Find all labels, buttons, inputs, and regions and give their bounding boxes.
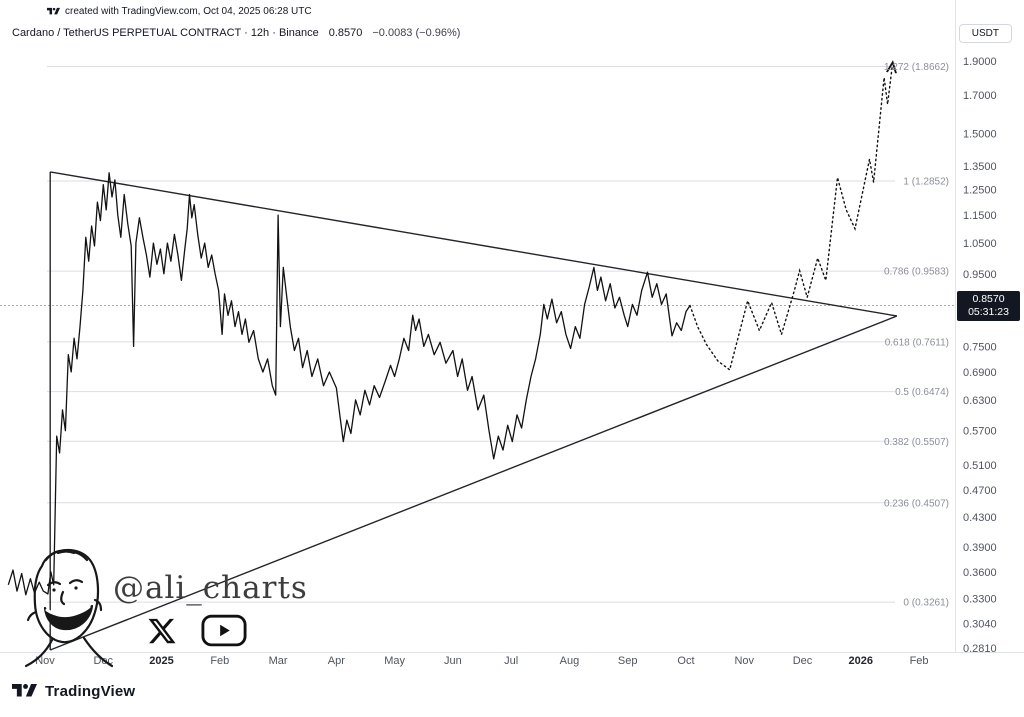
price-scale-tick[interactable]: 1.1500 bbox=[963, 210, 997, 222]
x-twitter-icon[interactable] bbox=[147, 616, 177, 646]
price-scale-tick[interactable]: 1.2500 bbox=[963, 185, 997, 197]
fib-level-label: 1 (1.2852) bbox=[903, 177, 949, 188]
triangle-upper-trendline[interactable] bbox=[50, 171, 898, 317]
youtube-icon[interactable] bbox=[201, 614, 247, 647]
time-scale-tick[interactable]: Mar bbox=[269, 655, 288, 667]
price-scale-tick[interactable]: 0.9500 bbox=[963, 269, 997, 281]
time-scale-tick[interactable]: 2025 bbox=[149, 655, 173, 667]
drawings-layer[interactable] bbox=[49, 171, 898, 651]
time-scale-tick[interactable]: Nov bbox=[35, 655, 55, 667]
last-price-text: 0.8570 bbox=[328, 27, 363, 39]
fib-level-label: 0.236 (0.4507) bbox=[884, 498, 949, 509]
time-scale-tick[interactable]: Aug bbox=[560, 655, 580, 667]
fib-level-label: 0.5 (0.6474) bbox=[895, 387, 949, 398]
symbol-header: Cardano / TetherUS PERPETUAL CONTRACT · … bbox=[12, 27, 460, 39]
price-scale-tick[interactable]: 0.3040 bbox=[963, 619, 997, 631]
symbol-title[interactable]: Cardano / TetherUS PERPETUAL CONTRACT · … bbox=[12, 27, 319, 39]
price-scale-tick[interactable]: 0.4700 bbox=[963, 485, 997, 497]
projection-forecast-line[interactable] bbox=[689, 67, 892, 371]
tradingview-wordmark[interactable]: TradingView bbox=[45, 682, 136, 700]
time-scale-tick[interactable]: Sep bbox=[618, 655, 638, 667]
price-scale-tick[interactable]: 0.2810 bbox=[963, 643, 997, 655]
watermark-face-sketch bbox=[24, 548, 114, 668]
gridlines-layer bbox=[0, 66, 955, 603]
time-scale-tick[interactable]: Apr bbox=[328, 655, 345, 667]
watermark-handle: @ali_charts bbox=[113, 570, 308, 606]
fib-level-label: 0 (0.3261) bbox=[903, 598, 949, 609]
last-price-badge: 0.8570 05:31:23 bbox=[957, 291, 1020, 321]
time-scale-tick[interactable]: Jun bbox=[444, 655, 462, 667]
fib-level-label: 0.382 (0.5507) bbox=[884, 437, 949, 448]
price-scale-tick[interactable]: 1.0500 bbox=[963, 238, 997, 250]
tradingview-logo-icon[interactable] bbox=[12, 681, 37, 701]
price-scale-tick[interactable]: 0.6300 bbox=[963, 395, 997, 407]
price-change-text: −0.0083 (−0.96%) bbox=[372, 27, 461, 39]
fib-level-label: 1.272 (1.8662) bbox=[884, 62, 949, 73]
fib-level-label: 0.786 (0.9583) bbox=[884, 267, 949, 278]
price-scale-tick[interactable]: 0.3600 bbox=[963, 567, 997, 579]
time-scale-tick[interactable]: 2026 bbox=[849, 655, 873, 667]
price-scale-tick[interactable]: 0.4300 bbox=[963, 512, 997, 524]
time-scale-tick[interactable]: Feb bbox=[210, 655, 229, 667]
created-note-row: created with TradingView.com, Oct 04, 20… bbox=[47, 6, 312, 17]
currency-usdt-button[interactable]: USDT bbox=[958, 24, 1012, 43]
fib-level-label: 0.618 (0.7611) bbox=[885, 337, 949, 348]
watermark-social-icons bbox=[147, 614, 247, 647]
price-scale-tick[interactable]: 0.5700 bbox=[963, 426, 997, 438]
time-scale-tick[interactable]: Feb bbox=[910, 655, 929, 667]
time-scale-tick[interactable]: Jul bbox=[504, 655, 518, 667]
badge-countdown: 05:31:23 bbox=[968, 306, 1009, 318]
time-scale-tick[interactable]: May bbox=[384, 655, 405, 667]
price-scale-tick[interactable]: 0.5100 bbox=[963, 460, 997, 472]
price-scale-tick[interactable]: 0.3900 bbox=[963, 542, 997, 554]
badge-price: 0.8570 bbox=[972, 293, 1005, 305]
price-scale-tick[interactable]: 0.3300 bbox=[963, 593, 997, 605]
time-scale-tick[interactable]: Nov bbox=[734, 655, 754, 667]
price-scale-tick[interactable]: 1.7000 bbox=[963, 90, 997, 102]
price-scale-tick[interactable]: 0.7500 bbox=[963, 341, 997, 353]
time-scale-tick[interactable]: Oct bbox=[677, 655, 694, 667]
time-scale-tick[interactable]: Dec bbox=[793, 655, 813, 667]
price-scale-tick[interactable]: 1.5000 bbox=[963, 129, 997, 141]
footer-brand[interactable]: TradingView bbox=[12, 681, 135, 701]
price-scale-tick[interactable]: 1.3500 bbox=[963, 161, 997, 173]
created-note: created with TradingView.com, Oct 04, 20… bbox=[65, 6, 312, 17]
price-scale-tick[interactable]: 1.9000 bbox=[963, 56, 997, 68]
triangle-lower-trendline[interactable] bbox=[49, 315, 898, 651]
series-layer[interactable] bbox=[7, 67, 892, 596]
price-series-line[interactable] bbox=[7, 172, 691, 596]
price-scale-tick[interactable]: 0.6900 bbox=[963, 367, 997, 379]
tradingview-mini-logo-icon bbox=[47, 7, 60, 15]
axes-layer[interactable]: 1.272 (1.8662) 1 (1.2852) 0.786 (0.9583) 0.… bbox=[0, 0, 1024, 667]
